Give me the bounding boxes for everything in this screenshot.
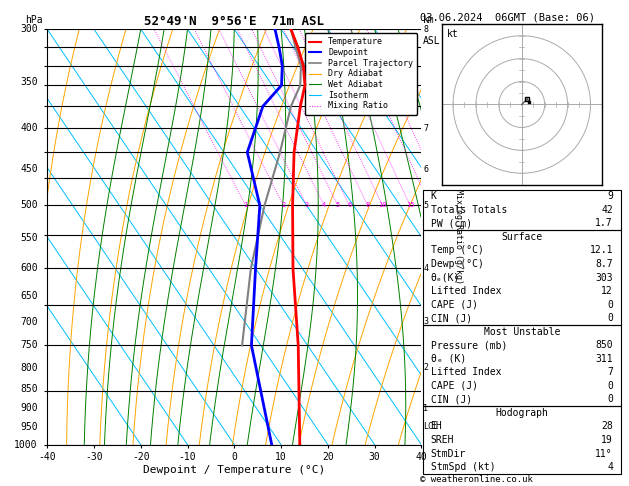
- Text: θₑ (K): θₑ (K): [431, 354, 466, 364]
- Text: Surface: Surface: [501, 232, 542, 242]
- Text: 550: 550: [20, 233, 38, 243]
- Bar: [423, 190, 621, 230]
- Text: 6: 6: [347, 203, 352, 208]
- Text: 2: 2: [281, 203, 286, 208]
- Text: 12: 12: [601, 286, 613, 296]
- Text: StmDir: StmDir: [431, 449, 466, 459]
- Text: PW (cm): PW (cm): [431, 218, 472, 228]
- Text: 3: 3: [423, 317, 428, 326]
- Text: 650: 650: [20, 291, 38, 301]
- Text: 19: 19: [601, 435, 613, 445]
- Text: 950: 950: [20, 422, 38, 432]
- Text: 8: 8: [423, 25, 428, 34]
- Text: 6: 6: [423, 165, 428, 174]
- Text: 9: 9: [607, 191, 613, 201]
- Text: K: K: [431, 191, 437, 201]
- Text: CIN (J): CIN (J): [431, 313, 472, 323]
- Text: kt: kt: [447, 29, 458, 39]
- Text: 5: 5: [336, 203, 340, 208]
- Text: 1: 1: [423, 404, 428, 413]
- Text: 600: 600: [20, 263, 38, 274]
- Text: 400: 400: [20, 123, 38, 134]
- Text: Temp (°C): Temp (°C): [431, 245, 484, 256]
- Text: 1000: 1000: [14, 440, 38, 450]
- Text: 850: 850: [595, 340, 613, 350]
- Text: 303: 303: [595, 273, 613, 282]
- Text: 4: 4: [322, 203, 326, 208]
- Text: 300: 300: [20, 24, 38, 34]
- Text: 0: 0: [607, 381, 613, 391]
- Bar: [423, 406, 621, 474]
- Text: 0: 0: [607, 299, 613, 310]
- Text: SREH: SREH: [431, 435, 454, 445]
- Title: 52°49'N  9°56'E  71m ASL: 52°49'N 9°56'E 71m ASL: [144, 15, 325, 28]
- Text: Lifted Index: Lifted Index: [431, 286, 501, 296]
- Text: 7: 7: [423, 124, 428, 133]
- Text: 12.1: 12.1: [589, 245, 613, 256]
- Text: 750: 750: [20, 340, 38, 350]
- Bar: [423, 325, 621, 406]
- Text: 10: 10: [378, 203, 387, 208]
- Text: Mixing Ratio (g/kg): Mixing Ratio (g/kg): [454, 190, 464, 284]
- Text: Lifted Index: Lifted Index: [431, 367, 501, 377]
- Text: Totals Totals: Totals Totals: [431, 205, 507, 215]
- Text: 3: 3: [304, 203, 309, 208]
- Text: StmSpd (kt): StmSpd (kt): [431, 462, 495, 472]
- Text: 450: 450: [20, 164, 38, 174]
- Text: 2: 2: [423, 363, 428, 372]
- Text: 28: 28: [601, 421, 613, 432]
- Legend: Temperature, Dewpoint, Parcel Trajectory, Dry Adiabat, Wet Adiabat, Isotherm, Mi: Temperature, Dewpoint, Parcel Trajectory…: [305, 34, 417, 115]
- Text: Pressure (mb): Pressure (mb): [431, 340, 507, 350]
- Text: © weatheronline.co.uk: © weatheronline.co.uk: [420, 474, 533, 484]
- Text: 800: 800: [20, 363, 38, 373]
- Text: 4: 4: [423, 264, 428, 273]
- Text: CIN (J): CIN (J): [431, 394, 472, 404]
- Text: EH: EH: [431, 421, 442, 432]
- Text: Most Unstable: Most Unstable: [484, 327, 560, 337]
- Text: 11°: 11°: [595, 449, 613, 459]
- Text: θₑ(K): θₑ(K): [431, 273, 460, 282]
- Text: Dewp (°C): Dewp (°C): [431, 259, 484, 269]
- Text: CAPE (J): CAPE (J): [431, 381, 477, 391]
- Text: 700: 700: [20, 316, 38, 327]
- Text: CAPE (J): CAPE (J): [431, 299, 477, 310]
- Text: Hodograph: Hodograph: [495, 408, 548, 418]
- Text: 0: 0: [607, 313, 613, 323]
- Text: 350: 350: [20, 77, 38, 87]
- Bar: [423, 230, 621, 325]
- Text: km: km: [423, 15, 435, 25]
- Text: 0: 0: [607, 394, 613, 404]
- Text: 42: 42: [601, 205, 613, 215]
- Text: 15: 15: [406, 203, 415, 208]
- X-axis label: Dewpoint / Temperature (°C): Dewpoint / Temperature (°C): [143, 465, 325, 475]
- Text: 5: 5: [423, 201, 428, 210]
- Text: ASL: ASL: [423, 36, 441, 46]
- Text: hPa: hPa: [25, 15, 42, 25]
- Text: 8: 8: [365, 203, 370, 208]
- Text: LCL: LCL: [423, 422, 438, 432]
- Text: 1.7: 1.7: [595, 218, 613, 228]
- Text: 8.7: 8.7: [595, 259, 613, 269]
- Text: 7: 7: [607, 367, 613, 377]
- Text: 900: 900: [20, 403, 38, 413]
- Text: 03.06.2024  06GMT (Base: 06): 03.06.2024 06GMT (Base: 06): [420, 12, 595, 22]
- Text: 4: 4: [607, 462, 613, 472]
- Text: 850: 850: [20, 383, 38, 394]
- Text: 1: 1: [243, 203, 248, 208]
- Text: 311: 311: [595, 354, 613, 364]
- Text: 500: 500: [20, 200, 38, 210]
